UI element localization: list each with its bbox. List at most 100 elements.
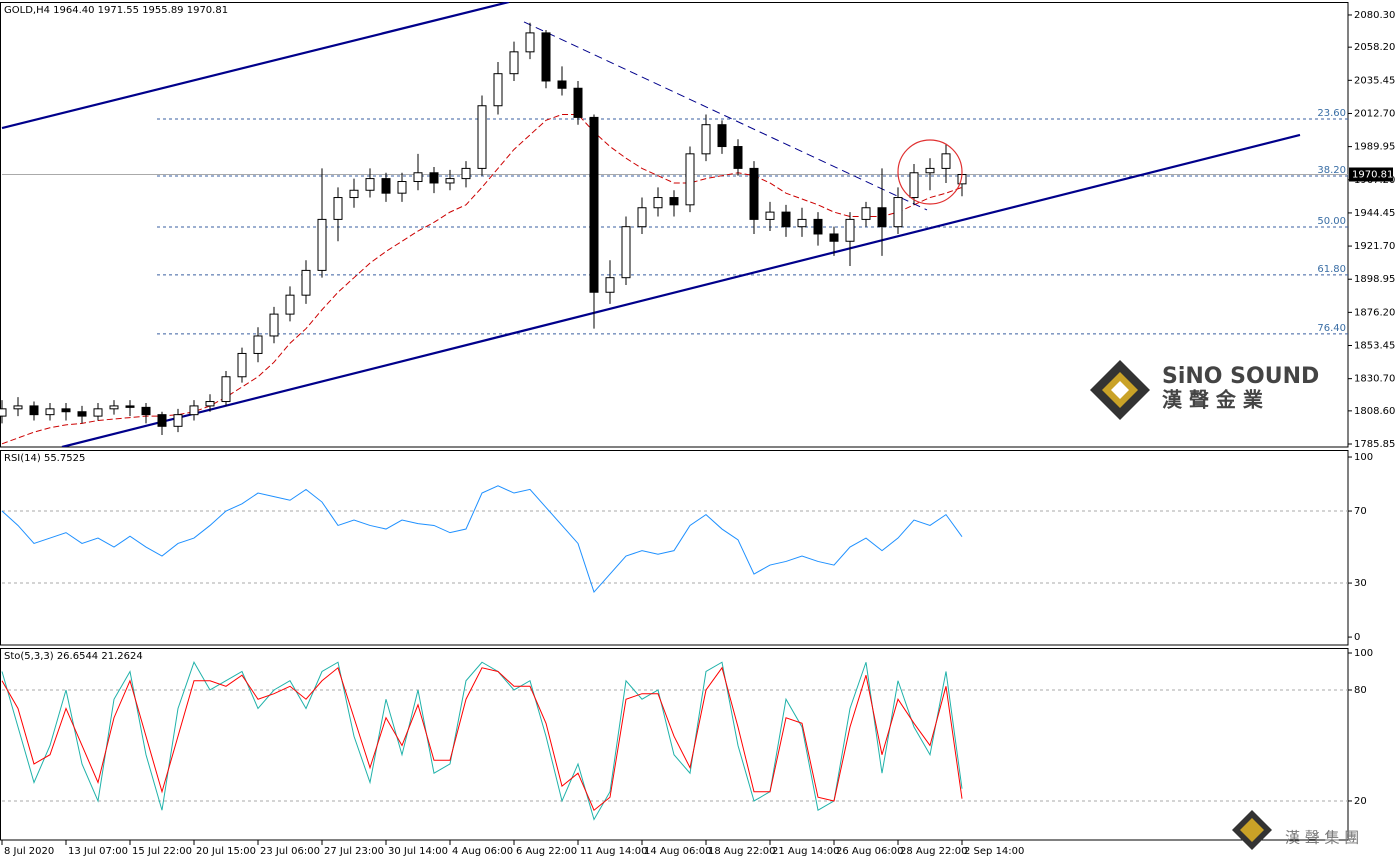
y-tick-label: 1876.20 bbox=[1354, 307, 1395, 318]
candle-body bbox=[605, 277, 615, 293]
y-tick-label: 1921.70 bbox=[1354, 241, 1395, 252]
y-tick-label: 2035.45 bbox=[1354, 75, 1395, 86]
trendline bbox=[61, 133, 1301, 447]
candle-body bbox=[29, 405, 39, 416]
y-tick-label: 1898.95 bbox=[1354, 274, 1395, 285]
logo: SiNO SOUND 漢 聲 金 業 bbox=[1090, 360, 1319, 420]
last-price-box bbox=[1349, 167, 1393, 182]
candle-body bbox=[461, 167, 471, 180]
candle-body bbox=[477, 105, 487, 169]
last-price-label: 1970.81 bbox=[1352, 170, 1393, 181]
indicator-line bbox=[1, 666, 963, 812]
logo-brand: SiNO SOUND bbox=[1162, 364, 1319, 389]
trendline bbox=[1, 2, 510, 130]
candle-body bbox=[573, 87, 583, 118]
candle-body bbox=[781, 211, 791, 228]
candle-body bbox=[13, 405, 23, 410]
chart-title: GOLD,H4 1964.40 1971.55 1955.89 1970.81 bbox=[4, 5, 228, 16]
candle-body bbox=[621, 226, 631, 279]
candle-body bbox=[669, 197, 679, 206]
candle-body bbox=[653, 197, 663, 209]
fib-label: 76.40 bbox=[1317, 323, 1346, 334]
candle-body bbox=[717, 124, 727, 148]
fib-label: 38.20 bbox=[1317, 165, 1346, 176]
candle-body bbox=[861, 207, 871, 220]
candle-body bbox=[557, 80, 567, 89]
x-tick-label: 8 Jul 2020 bbox=[4, 846, 54, 857]
candle-body bbox=[141, 406, 151, 416]
candle-body bbox=[637, 207, 647, 228]
sto-title: Sto(5,3,3) 26.6544 21.2624 bbox=[4, 651, 143, 662]
x-tick-label: 21 Aug 14:00 bbox=[772, 846, 839, 857]
candle-body bbox=[61, 408, 71, 413]
candle-body bbox=[829, 233, 839, 242]
candle-body bbox=[109, 405, 119, 410]
logo-chinese: 漢 聲 金 業 bbox=[1162, 388, 1264, 412]
candle-body bbox=[429, 172, 439, 184]
candle-body bbox=[525, 32, 535, 53]
candle-body bbox=[93, 408, 103, 417]
y-tick-label: 1853.45 bbox=[1354, 341, 1395, 352]
footer-text: 漢 聲 集 團 bbox=[1285, 829, 1359, 847]
candle-body bbox=[509, 51, 519, 75]
candle-body bbox=[589, 116, 599, 293]
candle-body bbox=[541, 32, 551, 82]
candle-body bbox=[765, 211, 775, 220]
candle-body bbox=[685, 153, 695, 206]
y-tick-label: 20 bbox=[1354, 796, 1367, 807]
candle-body bbox=[445, 178, 455, 184]
x-tick-label: 20 Jul 15:00 bbox=[196, 846, 256, 857]
y-tick-label: 100 bbox=[1354, 648, 1373, 659]
candle-body bbox=[125, 405, 135, 408]
x-tick-label: 27 Jul 23:00 bbox=[324, 846, 384, 857]
y-tick-label: 1944.45 bbox=[1354, 208, 1395, 219]
candle-body bbox=[797, 218, 807, 228]
x-tick-label: 30 Jul 14:00 bbox=[388, 846, 448, 857]
x-tick-label: 26 Aug 06:00 bbox=[836, 846, 903, 857]
candle-body bbox=[925, 167, 935, 174]
candle-body bbox=[909, 172, 919, 199]
candle-body bbox=[893, 197, 903, 228]
x-tick-label: 14 Aug 06:00 bbox=[644, 846, 711, 857]
candle-body bbox=[45, 408, 55, 416]
candle-body bbox=[877, 207, 887, 228]
rsi-panel bbox=[0, 450, 1349, 646]
fib-label: 23.60 bbox=[1317, 108, 1346, 119]
x-tick-label: 13 Jul 07:00 bbox=[68, 846, 128, 857]
candle-body bbox=[941, 153, 951, 169]
y-tick-label: 1830.70 bbox=[1354, 374, 1395, 385]
candle-body bbox=[813, 218, 823, 235]
candle-body bbox=[845, 218, 855, 242]
candle-body bbox=[397, 181, 407, 194]
footer-diamond-inner bbox=[1240, 818, 1264, 842]
candle-body bbox=[381, 178, 391, 194]
candle-body bbox=[317, 218, 327, 271]
candle-body bbox=[349, 189, 359, 199]
y-tick-label: 2058.20 bbox=[1354, 42, 1395, 53]
y-tick-label: 2012.70 bbox=[1354, 108, 1395, 119]
candle-body bbox=[733, 146, 743, 169]
candle-body bbox=[301, 269, 311, 296]
candle-body bbox=[173, 414, 183, 427]
y-tick-label: 80 bbox=[1354, 685, 1367, 696]
rsi-title: RSI(14) 55.7525 bbox=[4, 453, 85, 464]
y-tick-label: 1808.60 bbox=[1354, 406, 1395, 417]
candle-body bbox=[285, 294, 295, 315]
x-tick-label: 2 Sep 14:00 bbox=[964, 846, 1024, 857]
x-tick-label: 4 Aug 06:00 bbox=[452, 846, 513, 857]
candle-body bbox=[701, 124, 711, 155]
fib-label: 61.80 bbox=[1317, 264, 1346, 275]
x-tick-label: 6 Aug 22:00 bbox=[516, 846, 577, 857]
x-tick-label: 18 Aug 22:00 bbox=[708, 846, 775, 857]
sto-panel bbox=[0, 648, 1349, 841]
x-tick-label: 11 Aug 14:00 bbox=[580, 846, 647, 857]
y-tick-label: 2080.30 bbox=[1354, 10, 1395, 21]
y-tick-label: 70 bbox=[1354, 506, 1367, 517]
candle-body bbox=[253, 335, 263, 354]
candle-body bbox=[333, 197, 343, 220]
candle-body bbox=[237, 352, 247, 378]
indicator-line bbox=[1, 485, 963, 594]
logo-diamond-core bbox=[1111, 381, 1129, 399]
